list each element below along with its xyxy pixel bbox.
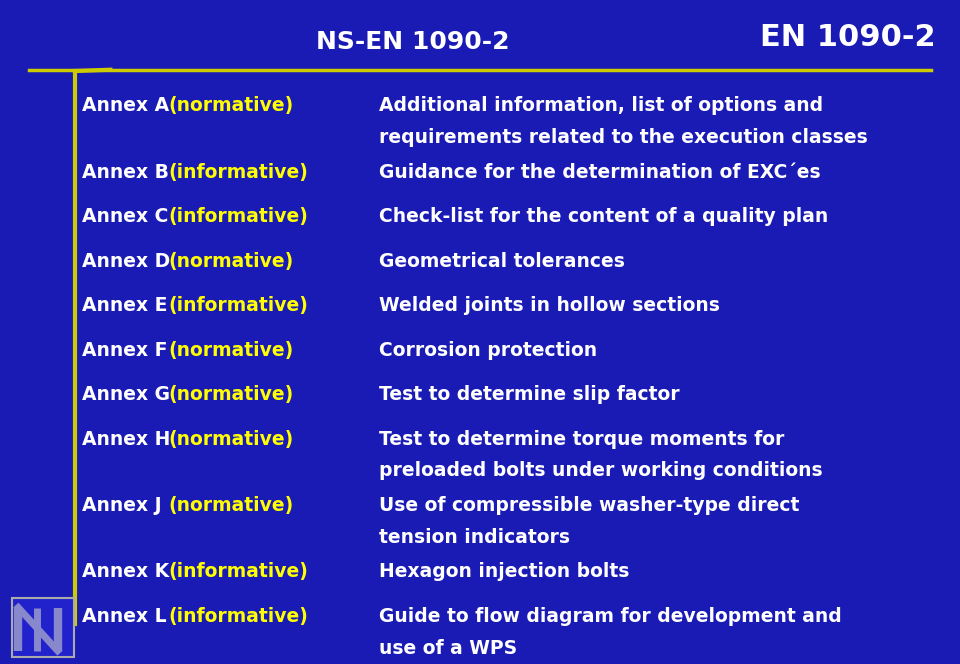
Text: Annex H: Annex H	[82, 430, 177, 449]
Text: Annex K: Annex K	[82, 562, 176, 582]
Text: (normative): (normative)	[169, 430, 294, 449]
Text: Annex G: Annex G	[82, 385, 176, 404]
Text: Hexagon injection bolts: Hexagon injection bolts	[379, 562, 630, 582]
Text: Check-list for the content of a quality plan: Check-list for the content of a quality …	[379, 207, 828, 226]
Text: Guidance for the determination of EXC´es: Guidance for the determination of EXC´es	[379, 163, 821, 182]
Text: EN 1090-2: EN 1090-2	[760, 23, 936, 52]
Text: (informative): (informative)	[169, 296, 308, 315]
Text: Welded joints in hollow sections: Welded joints in hollow sections	[379, 296, 720, 315]
Text: tension indicators: tension indicators	[379, 528, 570, 547]
Text: (normative): (normative)	[169, 96, 294, 116]
Text: use of a WPS: use of a WPS	[379, 639, 517, 658]
Text: Test to determine torque moments for: Test to determine torque moments for	[379, 430, 784, 449]
Text: (normative): (normative)	[169, 341, 294, 360]
Text: Annex B: Annex B	[82, 163, 175, 182]
Text: (normative): (normative)	[169, 385, 294, 404]
Text: (informative): (informative)	[169, 562, 308, 582]
Text: (normative): (normative)	[169, 496, 294, 515]
Text: Annex C: Annex C	[82, 207, 175, 226]
Text: (normative): (normative)	[169, 252, 294, 271]
Text: Guide to flow diagram for development and: Guide to flow diagram for development an…	[379, 607, 842, 626]
Text: Additional information, list of options and: Additional information, list of options …	[379, 96, 824, 116]
Text: requirements related to the execution classes: requirements related to the execution cl…	[379, 128, 868, 147]
Text: Annex D: Annex D	[82, 252, 177, 271]
Text: Annex A: Annex A	[82, 96, 176, 116]
Text: NS-EN 1090-2: NS-EN 1090-2	[316, 30, 510, 54]
Text: (informative): (informative)	[169, 607, 308, 626]
Text: Geometrical tolerances: Geometrical tolerances	[379, 252, 625, 271]
Text: Annex L: Annex L	[82, 607, 173, 626]
Text: Annex J: Annex J	[82, 496, 168, 515]
Bar	[12, 598, 74, 657]
Text: preloaded bolts under working conditions: preloaded bolts under working conditions	[379, 461, 823, 481]
Text: Annex F: Annex F	[82, 341, 174, 360]
Text: Corrosion protection: Corrosion protection	[379, 341, 597, 360]
Text: Use of compressible washer-type direct: Use of compressible washer-type direct	[379, 496, 800, 515]
Text: Test to determine slip factor: Test to determine slip factor	[379, 385, 680, 404]
Text: (informative): (informative)	[169, 163, 308, 182]
Text: Annex E: Annex E	[82, 296, 174, 315]
Text: (informative): (informative)	[169, 207, 308, 226]
